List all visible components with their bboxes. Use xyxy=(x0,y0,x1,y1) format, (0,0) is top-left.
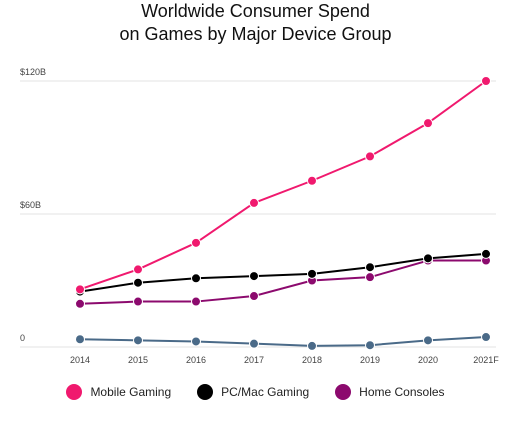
data-point-mobile-gaming xyxy=(481,76,491,86)
legend-item-home-consoles: Home Consoles xyxy=(335,384,445,400)
y-tick-label: $120B xyxy=(20,67,46,77)
data-point-pc-mac-gaming xyxy=(191,273,201,284)
data-point-unlabeled xyxy=(75,334,85,345)
data-point-mobile-gaming xyxy=(423,118,433,129)
data-point-pc-mac-gaming xyxy=(249,271,259,282)
series-line-mobile-gaming xyxy=(79,80,487,291)
legend-label-home-consoles: Home Consoles xyxy=(359,385,445,399)
y-tick-label: 0 xyxy=(20,333,25,343)
chart-title: Worldwide Consumer Spend on Games by Maj… xyxy=(0,0,511,46)
data-point-pc-mac-gaming xyxy=(423,253,433,264)
data-point-mobile-gaming xyxy=(191,237,201,248)
series-line-pc-mac-gaming xyxy=(79,252,487,293)
series-line-unlabeled xyxy=(79,336,487,347)
data-point-mobile-gaming xyxy=(365,151,375,162)
data-point-mobile-gaming xyxy=(307,175,317,186)
x-tick-label: 2020 xyxy=(418,355,438,365)
data-point-unlabeled xyxy=(191,336,201,347)
data-point-home-consoles xyxy=(75,298,85,309)
line-chart: 0 $60B $120B 2014 2015 2016 2017 2018 2019 2020 20… xyxy=(20,67,499,365)
data-point-home-consoles xyxy=(191,296,201,307)
legend-item-pc-mac-gaming: PC/Mac Gaming xyxy=(197,384,309,400)
data-point-pc-mac-gaming xyxy=(307,268,317,279)
data-point-home-consoles xyxy=(133,296,143,307)
legend-label-pc-mac-gaming: PC/Mac Gaming xyxy=(221,385,310,399)
x-tick-label: 2016 xyxy=(186,355,206,365)
legend-item-mobile-gaming: Mobile Gaming xyxy=(66,384,171,400)
legend-swatch-mobile-gaming xyxy=(66,384,83,400)
x-tick-label: 2015 xyxy=(128,355,148,365)
series-line-home-consoles xyxy=(79,259,486,305)
data-point-home-consoles xyxy=(365,272,375,283)
x-tick-label: 2019 xyxy=(360,355,380,365)
chart-title-line-2: on Games by Major Device Group xyxy=(119,24,392,44)
chart-title-line-1: Worldwide Consumer Spend xyxy=(141,1,370,21)
legend-swatch-home-consoles xyxy=(335,384,352,400)
data-point-pc-mac-gaming xyxy=(133,277,143,288)
data-point-mobile-gaming xyxy=(249,197,259,208)
data-point-unlabeled xyxy=(365,340,375,351)
data-point-unlabeled xyxy=(249,338,259,349)
y-tick-label: $60B xyxy=(20,200,41,210)
legend-label-mobile-gaming: Mobile Gaming xyxy=(90,385,172,399)
data-point-unlabeled xyxy=(423,335,433,346)
data-point-pc-mac-gaming xyxy=(481,248,491,259)
data-point-pc-mac-gaming xyxy=(365,262,375,273)
legend-swatch-pc-mac-gaming xyxy=(197,384,214,400)
data-point-mobile-gaming xyxy=(75,284,85,295)
chart-legend: Mobile Gaming PC/Mac Gaming Home Console… xyxy=(0,384,511,400)
data-point-home-consoles xyxy=(249,291,259,302)
x-tick-label: 2021F xyxy=(473,355,499,365)
x-tick-label: 2014 xyxy=(70,355,90,365)
data-point-unlabeled xyxy=(307,340,317,351)
x-tick-label: 2018 xyxy=(302,355,322,365)
data-point-unlabeled xyxy=(481,332,491,343)
x-tick-label: 2017 xyxy=(244,355,264,365)
data-point-mobile-gaming xyxy=(133,264,143,275)
data-point-unlabeled xyxy=(133,335,143,346)
